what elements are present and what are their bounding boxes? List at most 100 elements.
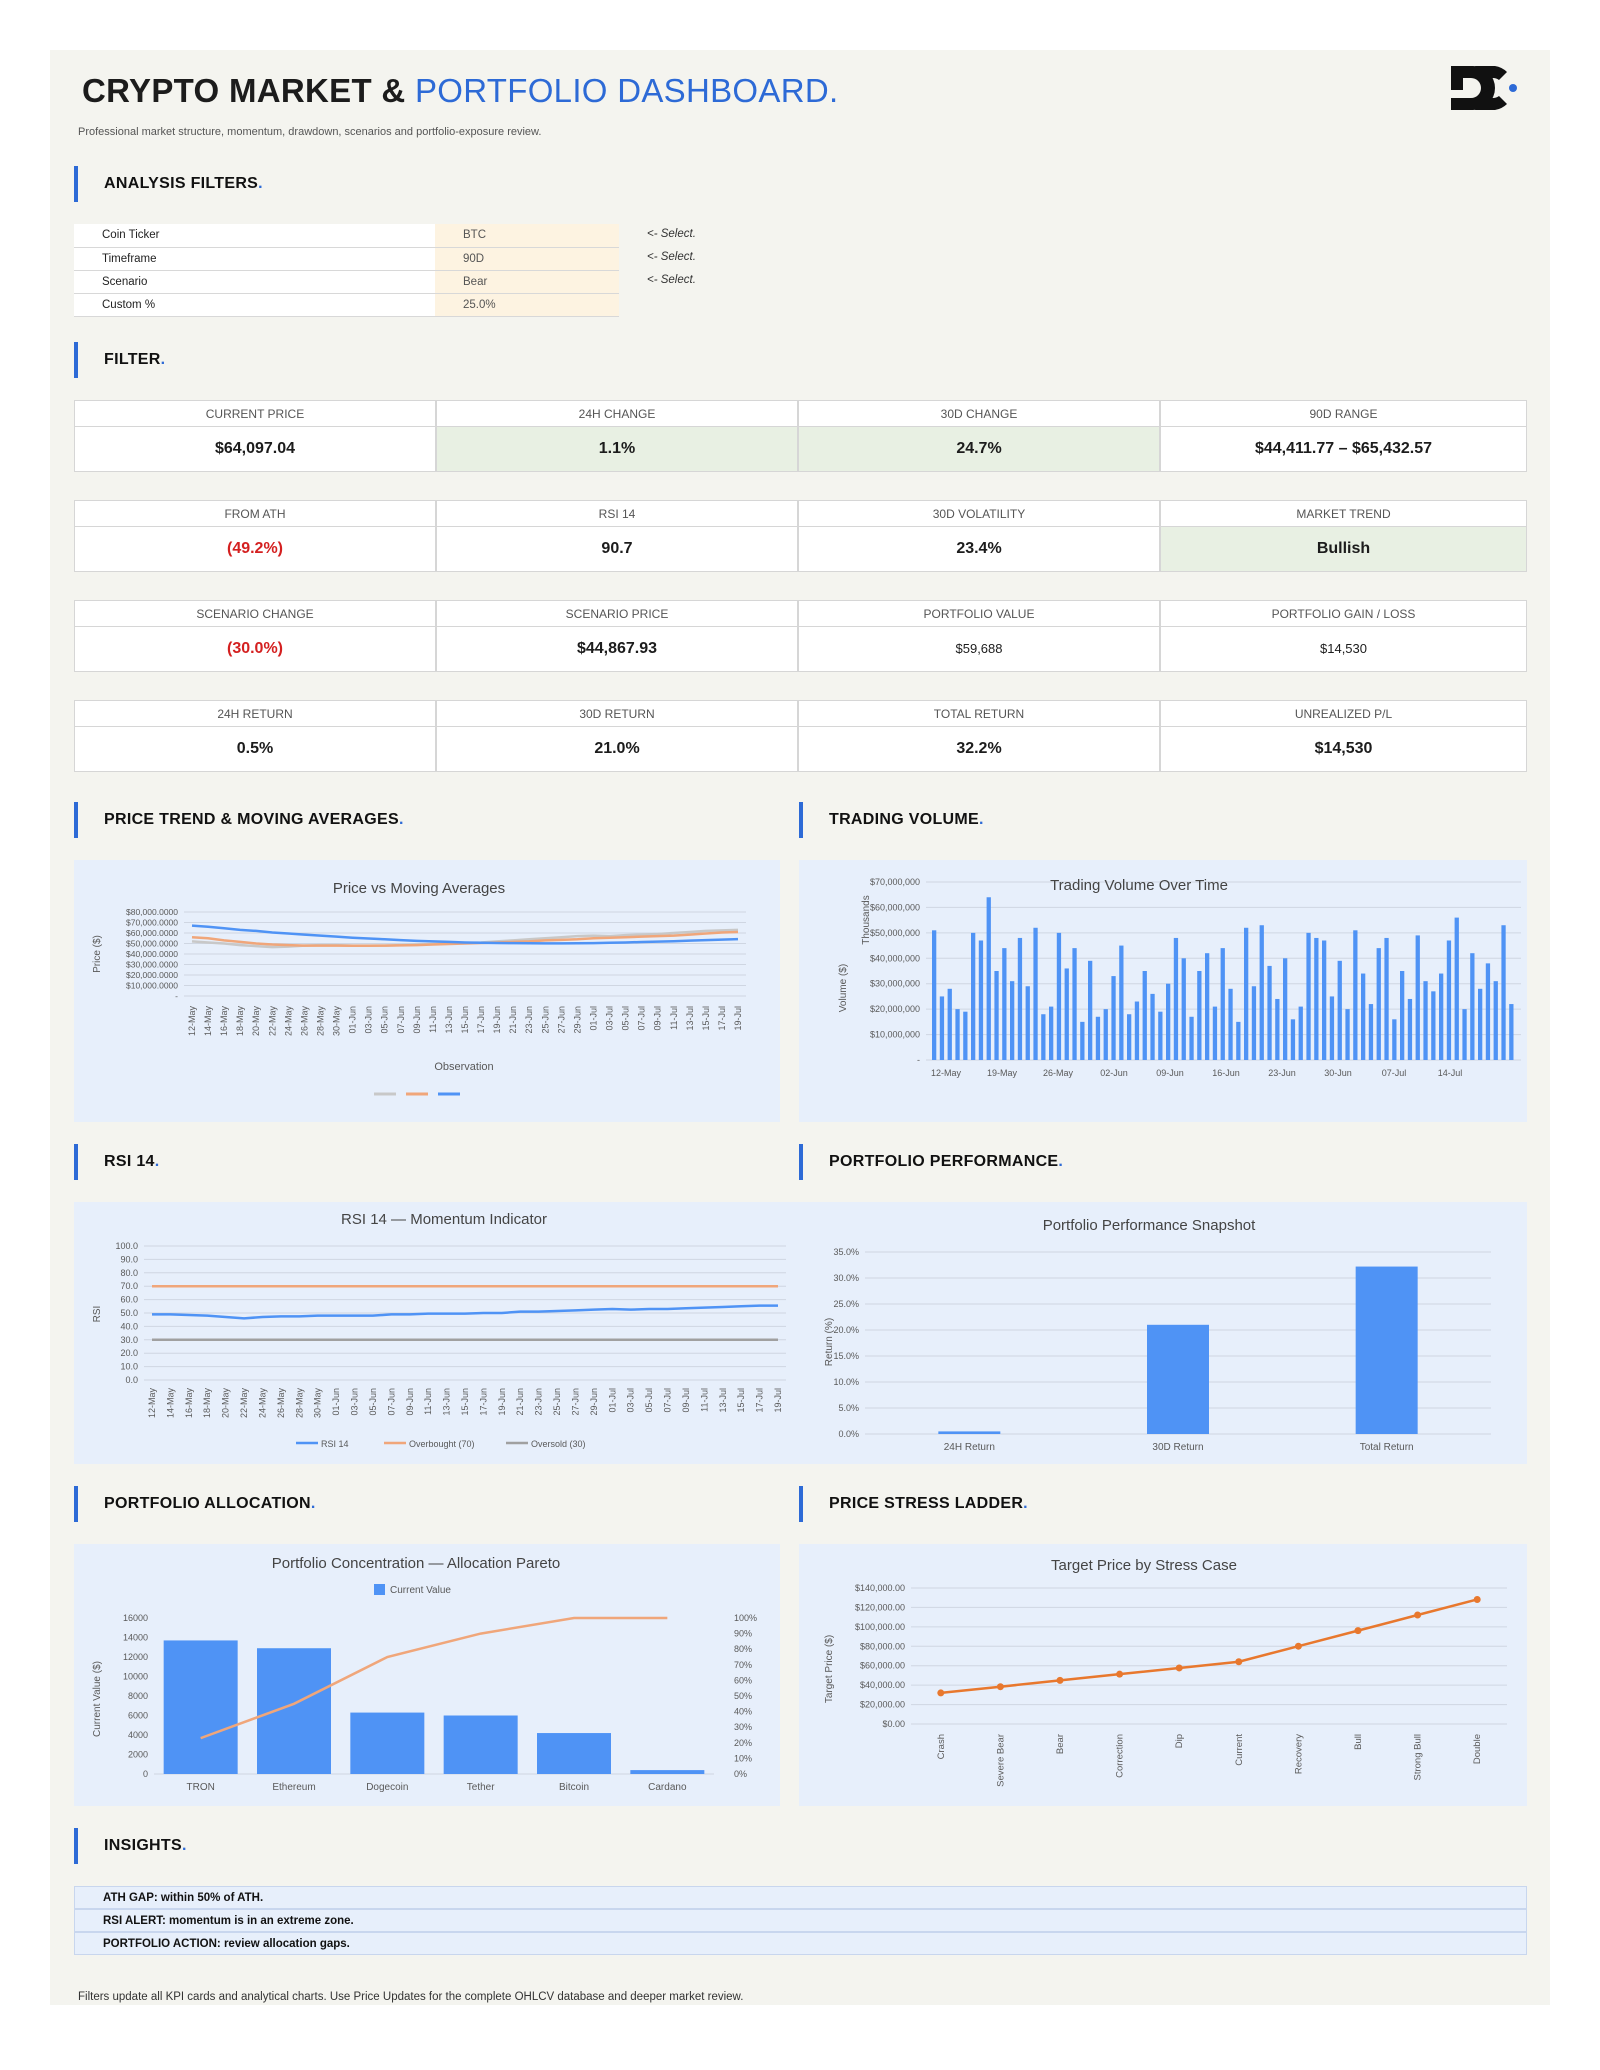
volume-bar: [932, 930, 937, 1060]
legend-label: Current Value: [390, 1585, 451, 1596]
kpi-value: (30.0%): [226, 640, 284, 657]
rsi-chart-svg: RSI 14 — Momentum Indicator 0.0 10.0 20.0 30…: [92, 1211, 786, 1449]
y-tick-label: 0: [143, 1769, 148, 1779]
volume-bar: [1337, 960, 1342, 1060]
section-price-trend: PRICE TREND & MOVING AVERAGES.: [74, 802, 404, 838]
section-insights: INSIGHTS.: [74, 1828, 187, 1864]
stress-point: [1056, 1676, 1064, 1684]
y-tick-label: 5.0%: [838, 1403, 859, 1413]
x-tick-label: 13-Jul: [685, 1006, 695, 1031]
volume-bar: [1509, 1004, 1514, 1060]
stress-point: [1116, 1670, 1124, 1678]
x-tick-label: 09-Jul: [653, 1006, 663, 1031]
kpi-portfolio-gain-loss: PORTFOLIO GAIN / LOSS $14,530: [1160, 600, 1527, 672]
x-tick-label: 12-May: [147, 1388, 157, 1419]
volume-bar: [1423, 981, 1428, 1060]
x-tick-label: Strong Bull: [1413, 1734, 1424, 1780]
x-tick-label: 16-May: [184, 1388, 194, 1419]
volume-bar: [971, 932, 976, 1060]
volume-bar: [1501, 925, 1506, 1060]
x-tick-label: 14-Jul: [1438, 1068, 1463, 1078]
section-filter: FILTER.: [74, 342, 165, 378]
volume-bar: [1329, 996, 1335, 1060]
timeframe-select[interactable]: 90D: [435, 247, 619, 271]
x-tick-label: 09-Jul: [681, 1388, 691, 1413]
x-tick-label: 07-Jul: [663, 1388, 673, 1413]
kpi-24h-change: 24H CHANGE 1.1%: [436, 400, 798, 472]
x-tick-label: 28-May: [315, 1006, 325, 1037]
volume-bar: [1236, 1021, 1241, 1060]
volume-bar: [1142, 971, 1147, 1060]
y-tick-label: 10.0%: [833, 1377, 859, 1387]
x-tick-label: 30-Jun: [1324, 1068, 1352, 1078]
kpi-value: (49.2%): [226, 540, 284, 557]
stress-point: [1473, 1595, 1481, 1603]
x-tick-label: 23-Jun: [1268, 1068, 1296, 1078]
insight-row: ATH GAP: within 50% of ATH.: [74, 1886, 1527, 1909]
page-title: CRYPTO MARKET & PORTFOLIO DASHBOARD.: [82, 72, 839, 109]
y-tick-label: 16000: [123, 1613, 148, 1623]
x-tick-label: 25-Jun: [552, 1388, 562, 1416]
y-tick-label: $20,000,000: [870, 1004, 920, 1014]
scenario-select[interactable]: Bear: [435, 270, 619, 294]
x-tick-label: 20-May: [221, 1388, 231, 1419]
volume-chart: - $10,000,000 $20,000,000 $30,000,000 $40,00…: [799, 860, 1527, 1122]
section-trading-volume: TRADING VOLUME.: [799, 802, 984, 838]
stress-point: [1294, 1642, 1302, 1650]
coin-ticker-select[interactable]: BTC: [435, 224, 619, 248]
y-tick-label: 10000: [123, 1672, 148, 1682]
volume-bar: [947, 988, 952, 1060]
y-tick-label: $40,000.00: [860, 1680, 905, 1690]
volume-bar: [1485, 963, 1491, 1060]
volume-bar: [1166, 983, 1171, 1060]
volume-bar: [1267, 965, 1272, 1060]
kpi-label: MARKET TREND: [1161, 501, 1526, 527]
filter-row: Coin Ticker BTC: [74, 224, 619, 248]
y-tick-label: 70.0: [120, 1281, 138, 1291]
y-tick-label: $30,000.0000: [126, 960, 178, 970]
kpi-label: 30D CHANGE: [799, 401, 1159, 427]
volume-bar: [1283, 958, 1288, 1060]
x-tick-label: 26-May: [299, 1006, 309, 1037]
y2-tick-label: 20%: [734, 1738, 752, 1748]
y2-tick-label: 30%: [734, 1722, 752, 1732]
x-tick-label: 01-Jun: [348, 1006, 358, 1034]
x-tick-label: 24-May: [283, 1006, 293, 1037]
kpi-total-return: TOTAL RETURN 32.2%: [798, 700, 1160, 772]
volume-bar: [1298, 1006, 1303, 1060]
x-tick-label: 02-Jun: [1100, 1068, 1128, 1078]
x-tick-label: Severe Bear: [995, 1734, 1006, 1787]
x-tick-label: 11-Jun: [423, 1388, 433, 1415]
custom-percent-input[interactable]: 25.0%: [435, 293, 619, 317]
volume-bar: [1306, 932, 1311, 1060]
stress-line: [940, 1598, 1478, 1695]
kpi-label: SCENARIO PRICE: [437, 601, 797, 627]
y-tick-label: 60.0: [120, 1295, 138, 1305]
y-tick-label: $80,000.00: [860, 1641, 905, 1651]
x-tick-label: TRON: [186, 1782, 214, 1793]
volume-bar: [1431, 991, 1436, 1060]
rsi-chart: RSI 14 — Momentum Indicator 0.0 10.0 20.0 30…: [74, 1202, 802, 1464]
y-tick-label: 15.0%: [833, 1351, 859, 1361]
volume-bar: [1072, 948, 1077, 1060]
x-tick-label: 23-Jun: [534, 1388, 544, 1416]
x-tick-label: 13-Jun: [442, 1388, 452, 1416]
volume-bar: [1095, 1016, 1101, 1060]
series-line: [152, 1304, 778, 1320]
y-tick-label: $50,000,000: [870, 928, 920, 938]
y-tick-label: $30,000,000: [870, 979, 920, 989]
x-tick-label: Bull: [1353, 1734, 1364, 1750]
allocation-bar: [537, 1733, 611, 1774]
y-tick-label: $60,000,000: [870, 902, 920, 912]
allocation-bar: [350, 1712, 425, 1774]
chart-title: Price vs Moving Averages: [333, 880, 505, 897]
x-tick-label: 27-Jun: [556, 1006, 566, 1034]
volume-bar: [1251, 986, 1257, 1060]
volume-chart-svg: - $10,000,000 $20,000,000 $30,000,000 $40,00…: [838, 877, 1521, 1078]
kpi-30d-return: 30D RETURN 21.0%: [436, 700, 798, 772]
allocation-pareto-chart: Portfolio Concentration — Allocation Par…: [74, 1544, 780, 1806]
y2-tick-label: 90%: [734, 1629, 752, 1639]
x-tick-label: 09-Jun: [1156, 1068, 1184, 1078]
kpi-30d-change: 30D CHANGE 24.7%: [798, 400, 1160, 472]
y-tick-label: $70,000.0000: [126, 918, 178, 928]
